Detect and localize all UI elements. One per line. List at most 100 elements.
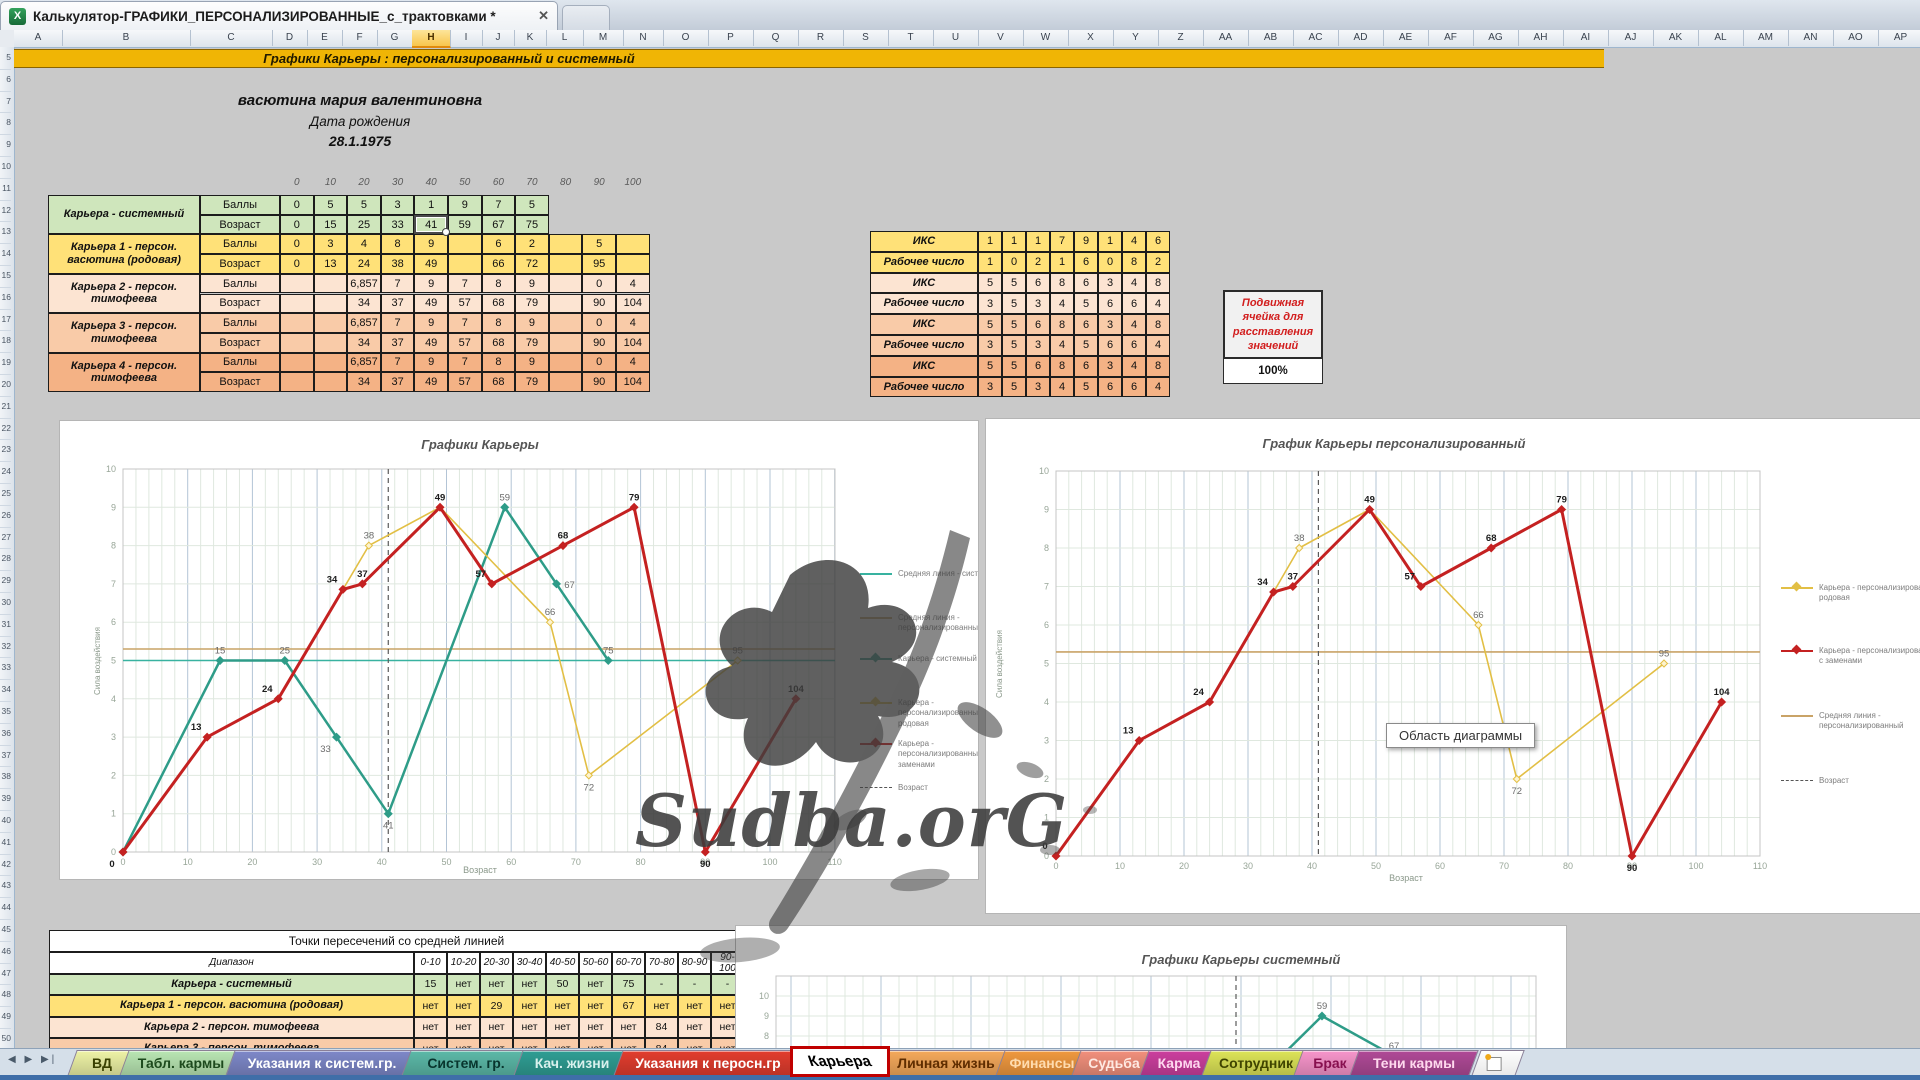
row-header[interactable]: 47 bbox=[0, 963, 11, 986]
iks-cell[interactable]: 6 bbox=[1074, 355, 1098, 377]
cell[interactable]: 3 bbox=[313, 234, 348, 255]
iks-cell[interactable]: 1 bbox=[1026, 231, 1050, 252]
sheet-tab-3[interactable]: Указания к систем.гр. bbox=[225, 1050, 419, 1076]
column-header-AF[interactable]: AF bbox=[1428, 30, 1474, 46]
cell[interactable]: 9 bbox=[414, 273, 448, 294]
row-header[interactable]: 33 bbox=[0, 657, 11, 681]
row-header[interactable]: 5 bbox=[0, 47, 11, 70]
cell[interactable]: 0 bbox=[582, 313, 616, 333]
cell[interactable]: 75 bbox=[515, 214, 549, 235]
cell[interactable]: 0 bbox=[582, 273, 616, 294]
row-header[interactable]: 10 bbox=[0, 156, 11, 179]
intersections-cell[interactable]: 67 bbox=[612, 995, 645, 1017]
row-header[interactable]: 37 bbox=[0, 745, 11, 768]
iks-cell[interactable]: 4 bbox=[1050, 293, 1074, 315]
intersections-cell[interactable]: нет bbox=[447, 1016, 480, 1038]
row-header[interactable]: 43 bbox=[0, 875, 11, 899]
column-header-AH[interactable]: AH bbox=[1518, 30, 1564, 46]
cell[interactable]: 9 bbox=[515, 313, 549, 333]
cell[interactable]: 24 bbox=[347, 254, 381, 274]
row-header[interactable]: 18 bbox=[0, 330, 11, 354]
iks-cell[interactable]: 6 bbox=[1026, 314, 1050, 335]
iks-cell[interactable]: 1 bbox=[1098, 231, 1122, 252]
iks-cell[interactable]: 6 bbox=[1098, 335, 1122, 356]
column-header-E[interactable]: E bbox=[307, 30, 343, 46]
iks-cell[interactable]: 5 bbox=[978, 272, 1002, 294]
iks-cell[interactable]: 4 bbox=[1146, 335, 1170, 356]
row-header[interactable]: 34 bbox=[0, 679, 11, 702]
cell[interactable]: 4 bbox=[616, 273, 650, 294]
column-header-P[interactable]: P bbox=[708, 30, 754, 46]
iks-cell[interactable]: 5 bbox=[1002, 355, 1026, 377]
iks-cell[interactable]: 4 bbox=[1146, 293, 1170, 315]
column-header-AE[interactable]: AE bbox=[1383, 30, 1429, 46]
row-header[interactable]: 31 bbox=[0, 614, 11, 637]
cell[interactable]: 7 bbox=[481, 195, 516, 215]
column-header-AD[interactable]: AD bbox=[1338, 30, 1384, 46]
iks-cell[interactable]: 5 bbox=[1074, 376, 1098, 398]
cell[interactable]: 72 bbox=[515, 254, 549, 274]
row-header[interactable]: 27 bbox=[0, 527, 11, 550]
cell[interactable]: 6,857 bbox=[347, 352, 381, 373]
cell[interactable]: 95 bbox=[582, 254, 616, 274]
cell[interactable]: 0 bbox=[280, 254, 314, 274]
selected-cell[interactable] bbox=[414, 214, 450, 237]
column-headers[interactable]: A B C D E F G H I J K L M N O P Q R S T U V W X Y Z AA AB AC AD AE AF AG… bbox=[14, 30, 1920, 48]
cell[interactable]: 5 bbox=[347, 195, 381, 215]
row-header[interactable]: 50 bbox=[0, 1028, 11, 1048]
cell[interactable]: 9 bbox=[414, 352, 448, 373]
row-headers[interactable]: 5 6 7 8 9 10 11 12 13 14 15 16 17 18 19 20 21 22 23 24 25 26 2… bbox=[0, 47, 15, 1048]
column-header-AL[interactable]: AL bbox=[1698, 30, 1744, 46]
cell[interactable]: 4 bbox=[616, 352, 650, 373]
sheet-tab-2[interactable]: Табл. кармы bbox=[119, 1050, 243, 1076]
cell[interactable]: 0 bbox=[280, 234, 314, 255]
iks-cell[interactable]: 6 bbox=[1146, 231, 1170, 252]
cell[interactable]: 1 bbox=[414, 195, 448, 215]
iks-cell[interactable]: 4 bbox=[1122, 272, 1146, 294]
cell[interactable]: 8 bbox=[380, 234, 415, 255]
column-header-AI[interactable]: AI bbox=[1563, 30, 1609, 46]
select-all-corner[interactable] bbox=[0, 30, 15, 48]
cell[interactable] bbox=[548, 372, 583, 392]
column-header-O[interactable]: O bbox=[663, 30, 709, 46]
cell[interactable]: 8 bbox=[481, 273, 516, 294]
row-header[interactable]: 25 bbox=[0, 483, 11, 506]
chart-career-personalized[interactable]: 0 10 20 30 40 50 60 70 80 90 100 110 0 1 2 3 4 5 6 7 8 9 10 38 6… bbox=[985, 418, 1920, 914]
cell[interactable]: 57 bbox=[448, 332, 482, 353]
cell[interactable]: 4 bbox=[347, 234, 381, 255]
cell[interactable]: 9 bbox=[448, 195, 482, 215]
iks-cell[interactable]: 8 bbox=[1146, 272, 1170, 294]
column-header-N[interactable]: N bbox=[623, 30, 664, 46]
intersections-cell[interactable]: нет bbox=[447, 973, 480, 995]
cell[interactable]: 90 bbox=[582, 372, 616, 392]
iks-cell[interactable]: 0 bbox=[1002, 251, 1026, 273]
cell[interactable] bbox=[548, 352, 583, 373]
row-header[interactable]: 36 bbox=[0, 723, 11, 746]
iks-cell[interactable]: 8 bbox=[1146, 355, 1170, 377]
iks-cell[interactable]: 4 bbox=[1050, 335, 1074, 356]
movable-cell-value[interactable]: 100% bbox=[1223, 359, 1323, 385]
row-header[interactable]: 42 bbox=[0, 854, 11, 877]
row-header[interactable]: 19 bbox=[0, 352, 11, 375]
intersections-cell[interactable]: нет bbox=[513, 1016, 546, 1038]
cell[interactable] bbox=[448, 234, 482, 255]
intersections-cell[interactable]: нет bbox=[645, 995, 678, 1017]
intersections-cell[interactable]: нет bbox=[579, 995, 612, 1017]
row-header[interactable]: 45 bbox=[0, 919, 11, 942]
intersections-cell[interactable]: - bbox=[678, 973, 711, 995]
cell[interactable] bbox=[313, 332, 348, 353]
iks-cell[interactable]: 5 bbox=[1002, 314, 1026, 335]
cell[interactable]: 9 bbox=[515, 352, 549, 373]
cell[interactable] bbox=[280, 313, 314, 333]
row-header[interactable]: 23 bbox=[0, 439, 11, 463]
row-header[interactable]: 14 bbox=[0, 243, 11, 266]
iks-cell[interactable]: 5 bbox=[978, 314, 1002, 335]
intersections-cell[interactable]: нет bbox=[678, 1016, 711, 1038]
cell[interactable]: 37 bbox=[380, 372, 415, 392]
cell[interactable] bbox=[548, 234, 583, 255]
row-header[interactable]: 29 bbox=[0, 570, 11, 593]
column-header-F[interactable]: F bbox=[342, 30, 378, 46]
iks-cell[interactable]: 3 bbox=[978, 376, 1002, 398]
column-header-Z[interactable]: Z bbox=[1158, 30, 1204, 46]
cell[interactable] bbox=[280, 273, 314, 294]
